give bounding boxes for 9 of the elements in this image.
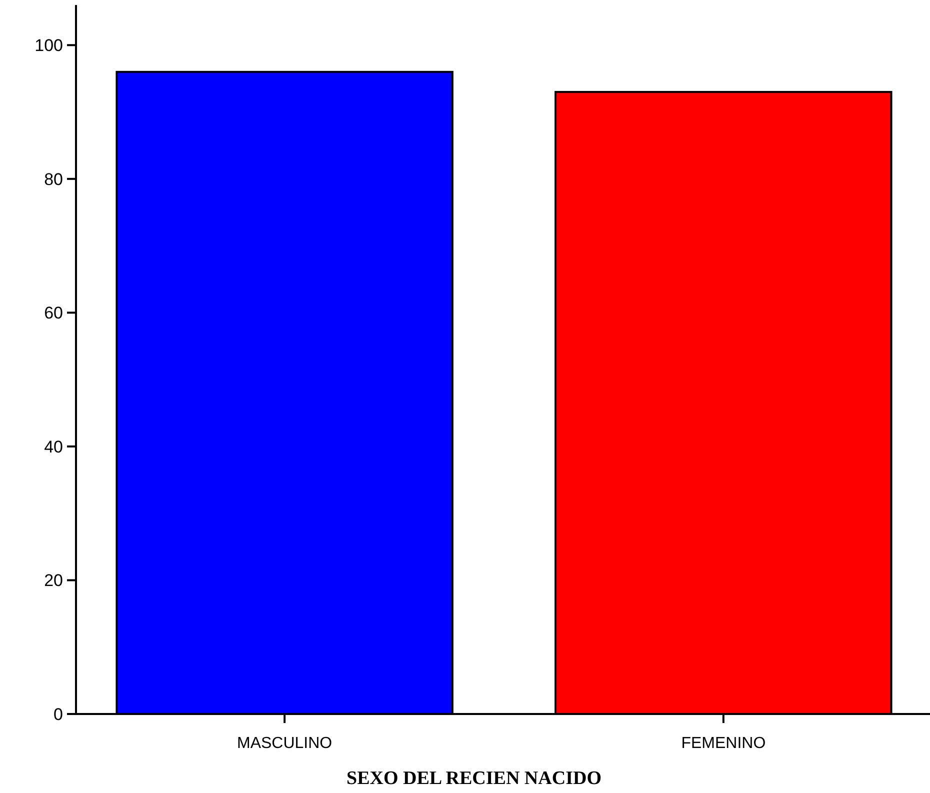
y-tick-label: 20	[44, 571, 63, 590]
x-tick-label: FEMENINO	[681, 735, 766, 752]
y-tick-label: 40	[44, 437, 63, 456]
y-tick-label: 0	[54, 704, 63, 724]
y-tick-label: 100	[34, 36, 63, 56]
y-tick-label: 80	[44, 170, 63, 189]
x-tick-label: MASCULINO	[237, 735, 332, 752]
x-axis-title: SEXO DEL RECIEN NACIDO	[346, 768, 602, 789]
y-tick-label: 60	[44, 304, 63, 323]
